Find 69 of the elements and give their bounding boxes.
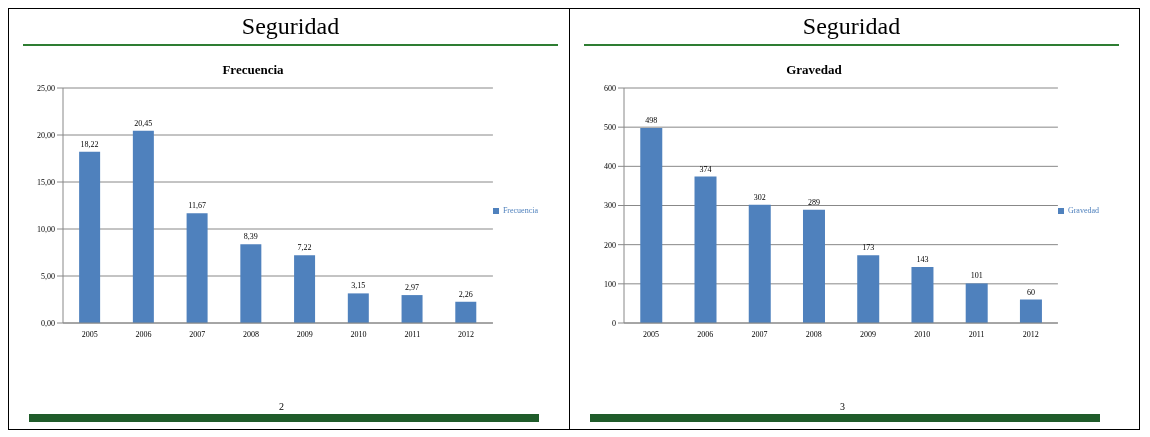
bar bbox=[857, 255, 880, 323]
x-tick-label: 2009 bbox=[860, 329, 877, 339]
chart-subtitle: Frecuencia bbox=[221, 62, 285, 78]
x-tick-label: 2011 bbox=[404, 329, 421, 339]
y-tick-label: 400 bbox=[604, 162, 616, 172]
data-label: 289 bbox=[807, 197, 820, 207]
y-tick-label: 600 bbox=[604, 83, 616, 93]
data-label: 8,39 bbox=[243, 232, 258, 242]
data-label: 498 bbox=[645, 115, 658, 125]
bar bbox=[79, 151, 101, 323]
y-tick-label: 10,00 bbox=[37, 224, 55, 234]
data-label: 11,67 bbox=[188, 201, 206, 211]
y-tick-label: 100 bbox=[604, 279, 616, 289]
data-label: 7,22 bbox=[297, 243, 312, 253]
x-tick-label: 2006 bbox=[135, 329, 152, 339]
bar bbox=[802, 209, 825, 323]
y-tick-label: 500 bbox=[604, 123, 616, 133]
y-tick-label: 200 bbox=[604, 240, 616, 250]
legend-label: Frecuencia bbox=[502, 206, 538, 215]
x-tick-label: 2005 bbox=[81, 329, 98, 339]
data-label: 143 bbox=[916, 254, 929, 264]
y-tick-label: 5,00 bbox=[41, 271, 55, 281]
bar bbox=[294, 255, 316, 323]
bar bbox=[186, 213, 208, 323]
x-tick-label: 2008 bbox=[243, 329, 260, 339]
bar bbox=[455, 301, 477, 323]
bar bbox=[401, 295, 423, 323]
data-label: 60 bbox=[1026, 287, 1035, 297]
data-label: 2,26 bbox=[458, 289, 473, 299]
x-tick-label: 2007 bbox=[751, 329, 768, 339]
x-tick-label: 2011 bbox=[968, 329, 985, 339]
bar bbox=[132, 130, 154, 323]
chart-title: Seguridad bbox=[801, 13, 902, 40]
data-label: 101 bbox=[970, 271, 983, 281]
x-tick-label: 2005 bbox=[643, 329, 660, 339]
x-tick-label: 2012 bbox=[1022, 329, 1039, 339]
data-label: 18,22 bbox=[80, 139, 99, 149]
bar bbox=[640, 127, 663, 323]
x-tick-label: 2006 bbox=[697, 329, 714, 339]
bar bbox=[694, 176, 717, 323]
bar bbox=[347, 293, 369, 323]
y-tick-label: 20,00 bbox=[37, 130, 55, 140]
text: 3 bbox=[840, 401, 845, 412]
legend-label: Gravedad bbox=[1067, 206, 1099, 215]
bar bbox=[965, 283, 988, 323]
y-tick-label: 0,00 bbox=[41, 318, 55, 328]
x-tick-label: 2008 bbox=[805, 329, 822, 339]
data-label: 374 bbox=[699, 164, 712, 174]
x-tick-label: 2010 bbox=[914, 329, 931, 339]
bar bbox=[240, 244, 262, 323]
text: 2 bbox=[279, 401, 284, 412]
bar bbox=[911, 266, 934, 323]
x-tick-label: 2010 bbox=[350, 329, 367, 339]
chart-title: Seguridad bbox=[240, 13, 341, 40]
data-label: 3,15 bbox=[351, 281, 366, 291]
data-label: 2,97 bbox=[405, 283, 420, 293]
y-tick-label: 0 bbox=[612, 318, 616, 328]
chart-subtitle: Gravedad bbox=[785, 62, 843, 78]
bar bbox=[1019, 299, 1042, 323]
data-label: 173 bbox=[862, 243, 875, 253]
x-tick-label: 2012 bbox=[458, 329, 475, 339]
data-label: 302 bbox=[753, 192, 766, 202]
x-tick-label: 2007 bbox=[189, 329, 206, 339]
y-tick-label: 15,00 bbox=[37, 177, 55, 187]
x-tick-label: 2009 bbox=[296, 329, 313, 339]
data-label: 20,45 bbox=[134, 118, 153, 128]
y-tick-label: 25,00 bbox=[37, 83, 55, 93]
y-tick-label: 300 bbox=[604, 201, 616, 211]
bar bbox=[748, 204, 771, 323]
